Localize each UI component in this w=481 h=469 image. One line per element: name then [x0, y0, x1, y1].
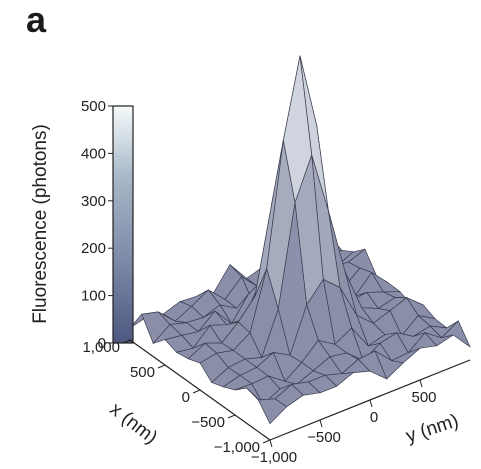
colorbar	[112, 105, 134, 344]
x-axis-label: x (nm)	[106, 399, 161, 449]
colorbar-tick-label: 0	[98, 335, 106, 352]
surface-facet	[257, 398, 288, 425]
colorbar-tick-label: 300	[81, 193, 106, 210]
colorbar-label: Fluorescence (photons)	[30, 124, 51, 324]
x-tick-label: −500	[191, 414, 225, 431]
x-tick-label: 0	[182, 389, 190, 406]
colorbar-tick-label: 500	[81, 98, 106, 115]
y-axis-label: y (nm)	[403, 410, 461, 447]
x-tick-mark	[227, 414, 236, 419]
y-tick-mark	[269, 439, 273, 448]
surface-mesh	[129, 55, 471, 425]
colorbar-tick-label: 100	[81, 288, 106, 305]
y-axis-ticks: −1,000 −500 0 500	[251, 359, 471, 466]
y-tick-label: 0	[370, 409, 378, 426]
y-tick-label: −500	[307, 429, 341, 446]
panel-label: a	[26, 0, 47, 40]
x-tick-label: 1,000	[82, 339, 120, 356]
y-tick-mark	[369, 399, 373, 408]
x-tick-mark	[122, 339, 131, 344]
x-tick-label: −1,000	[214, 439, 260, 456]
x-tick-mark	[157, 364, 166, 369]
colorbar-tick-label: 400	[81, 145, 106, 162]
x-tick-label: 500	[130, 364, 155, 381]
x-axis-ticks: 1,000 500 0−500 −1,000	[82, 339, 271, 456]
y-tick-mark	[419, 379, 423, 388]
y-tick-mark	[319, 419, 323, 428]
y-tick-label: 500	[411, 389, 436, 406]
x-tick-mark	[192, 389, 201, 394]
y-tick-label: −1,000	[251, 449, 297, 466]
colorbar-ticks: 0 100 200 300 400 500	[81, 98, 113, 352]
surface-facet	[440, 320, 471, 348]
x-tick-mark	[262, 439, 271, 444]
colorbar-tick-label: 200	[81, 240, 106, 257]
